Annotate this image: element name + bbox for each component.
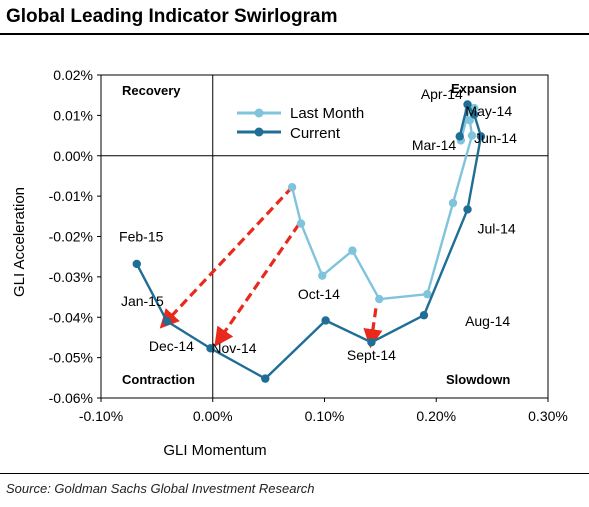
quadrant-label-expansion: Expansion xyxy=(451,81,517,96)
point-label: Jul-14 xyxy=(478,220,516,236)
point-label: Mar-14 xyxy=(412,137,457,153)
point-label: Apr-14 xyxy=(421,86,463,102)
y-tick-label: -0.04% xyxy=(49,309,93,325)
data-point-current xyxy=(470,110,479,119)
y-tick-label: 0.01% xyxy=(53,107,93,123)
legend-marker-current xyxy=(254,127,264,137)
data-point-last-month xyxy=(375,294,384,304)
data-series xyxy=(132,100,486,383)
x-tick-label: -0.10% xyxy=(79,408,123,424)
x-tick-label: 0.20% xyxy=(416,408,456,424)
y-tick-label: -0.06% xyxy=(49,390,93,406)
point-label: Nov-14 xyxy=(211,340,256,356)
data-point-current xyxy=(162,317,172,326)
page-title: Global Leading Indicator Swirlogram xyxy=(6,6,338,27)
point-label: Oct-14 xyxy=(298,286,340,302)
data-point-current xyxy=(463,205,472,214)
x-tick-label: 0.10% xyxy=(305,408,345,424)
quadrant-labels: Recovery Expansion Contraction Slowdown xyxy=(122,81,517,387)
x-tick-label: 0.30% xyxy=(528,408,568,424)
legend-label-last-month: Last Month xyxy=(290,105,364,122)
point-label: May-14 xyxy=(465,103,512,119)
data-point-current xyxy=(261,374,270,383)
data-point-current xyxy=(367,338,376,347)
x-axis-label: GLI Momentum xyxy=(163,442,266,459)
point-label: Aug-14 xyxy=(465,313,510,329)
data-point-last-month xyxy=(348,246,357,255)
y-tick-label: -0.02% xyxy=(49,229,93,245)
y-tick-label: 0.02% xyxy=(53,67,93,83)
y-axis-label: GLI Acceleration xyxy=(11,187,28,297)
data-point-current xyxy=(455,132,464,141)
source-rule xyxy=(0,473,589,474)
quadrant-label-contraction: Contraction xyxy=(122,372,195,387)
point-label: Dec-14 xyxy=(149,338,194,354)
quadrant-label-slowdown: Slowdown xyxy=(446,372,510,387)
data-point-last-month xyxy=(448,198,458,208)
data-point-current xyxy=(463,100,472,109)
data-point-current xyxy=(476,132,486,141)
point-label: Jan-15 xyxy=(121,293,164,309)
y-tick-label: -0.01% xyxy=(49,188,93,204)
point-label: Sept-14 xyxy=(347,347,396,363)
trend-arrow xyxy=(363,308,383,349)
data-point-current xyxy=(132,259,141,269)
y-tick-label: 0.00% xyxy=(53,148,93,164)
legend-marker-last-month xyxy=(254,108,264,118)
data-point-current xyxy=(321,316,330,325)
quadrant-label-recovery: Recovery xyxy=(122,83,181,98)
point-label: Jun-14 xyxy=(474,130,517,146)
trend-arrow xyxy=(159,186,294,329)
data-point-current xyxy=(206,344,215,353)
legend-label-current: Current xyxy=(290,125,341,142)
data-point-last-month xyxy=(296,219,306,228)
data-point-last-month xyxy=(287,183,297,192)
source-note: Source: Goldman Sachs Global Investment … xyxy=(6,481,315,496)
data-point-last-month xyxy=(467,131,477,140)
trend-arrows xyxy=(159,186,383,349)
data-point-current xyxy=(419,311,429,320)
y-tick-label: -0.05% xyxy=(49,350,93,366)
data-point-last-month xyxy=(318,271,327,280)
data-point-last-month xyxy=(423,290,432,299)
x-tick-label: 0.00% xyxy=(193,408,233,424)
tick-labels: -0.10% 0.00% 0.10% 0.20% 0.30% 0.02% 0.01% 0.00… xyxy=(49,67,568,424)
data-point-last-month xyxy=(465,116,474,125)
swirlogram-chart: -0.10% 0.00% 0.10% 0.20% 0.30% 0.02% 0.01% 0.00… xyxy=(11,67,568,459)
y-tick-label: -0.03% xyxy=(49,269,93,285)
title-rule xyxy=(0,33,589,35)
trend-arrow xyxy=(214,223,301,347)
legend: Last Month Current xyxy=(237,105,364,142)
axis-labels: GLI Momentum GLI Acceleration xyxy=(11,187,267,459)
point-label: Feb-15 xyxy=(119,228,164,244)
